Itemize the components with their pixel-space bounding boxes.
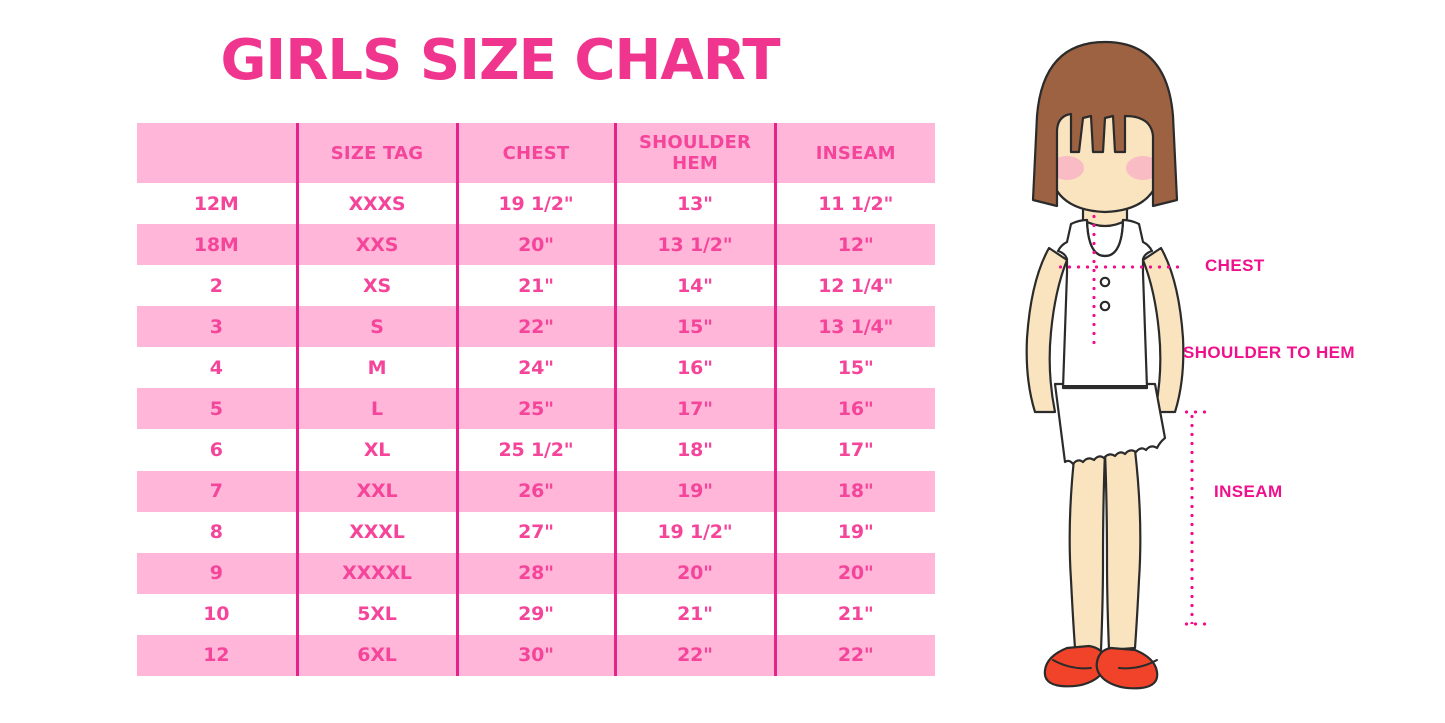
cell-inseam: 20": [837, 562, 874, 585]
table-row: 6 XL 25 1/2" 18" 17": [137, 429, 935, 471]
cell-size-tag: S: [297, 306, 459, 348]
cell-shoulder-hem: 16": [615, 347, 777, 389]
cell-shoulder-hem: 21": [615, 593, 777, 635]
cell-shoulder-hem: 18": [615, 429, 777, 471]
cell-shoulder-hem: 22": [615, 634, 777, 676]
size-chart-table: SIZE TAG CHEST SHOULDER HEM INSEAM 12M X…: [137, 123, 935, 676]
cell-shoulder-hem: 17": [615, 388, 777, 430]
cell-size-tag: 6XL: [297, 634, 459, 676]
table-row: 12M XXXS 19 1/2" 13" 11 1/2": [137, 183, 935, 225]
cell-size: 3: [137, 306, 299, 348]
cell-chest: 26": [457, 470, 617, 512]
chest-measure-line: [1056, 265, 1184, 269]
column-header-size-tag: SIZE TAG: [297, 123, 459, 183]
cell-chest: 22": [457, 306, 617, 348]
cell-inseam: 13 1/4": [818, 315, 894, 338]
table-row: 3 S 22" 15" 13 1/4": [137, 306, 935, 348]
cell-size: 9: [137, 552, 299, 594]
cell-chest: 24": [457, 347, 617, 389]
table-row: 4 M 24" 16" 15": [137, 347, 935, 389]
table-row: 5 L 25" 17" 16": [137, 388, 935, 430]
cell-size-tag: XXS: [297, 224, 459, 266]
inseam-measure-line: [1190, 412, 1194, 624]
cell-chest: 25 1/2": [457, 429, 617, 471]
cell-chest: 28": [457, 552, 617, 594]
cell-size: 7: [137, 470, 299, 512]
cell-size: 12M: [137, 183, 299, 225]
cell-chest: 19 1/2": [457, 183, 617, 225]
size-chart-table-wrapper: SIZE TAG CHEST SHOULDER HEM INSEAM 12M X…: [137, 123, 935, 676]
cell-size: 5: [137, 388, 299, 430]
cell-inseam: 15": [837, 356, 874, 379]
page-title: GIRLS SIZE CHART: [220, 28, 780, 93]
shoulder-to-hem-measure-line: [1092, 212, 1096, 345]
cell-inseam: 22": [837, 644, 874, 667]
table-row: 18M XXS 20" 13 1/2" 12": [137, 224, 935, 266]
cell-size: 6: [137, 429, 299, 471]
table-row: 12 6XL 30" 22" 22": [137, 634, 935, 676]
cell-size-tag: 5XL: [297, 593, 459, 635]
inseam-measure-cap-top: [1182, 410, 1208, 414]
column-header-shoulder-hem: SHOULDER HEM: [615, 123, 777, 183]
cell-inseam: 12": [837, 233, 874, 256]
table-row: 7 XXL 26" 19" 18": [137, 470, 935, 512]
table-row: 9 XXXXL 28" 20" 20": [137, 552, 935, 594]
cell-size-tag: M: [297, 347, 459, 389]
cell-size-tag: XL: [297, 429, 459, 471]
inseam-measure-cap-bottom: [1182, 622, 1208, 626]
cell-size: 2: [137, 265, 299, 307]
cell-chest: 30": [457, 634, 617, 676]
cell-size-tag: XS: [297, 265, 459, 307]
cell-shoulder-hem: 13": [615, 183, 777, 225]
label-inseam: INSEAM: [1214, 482, 1283, 501]
cell-inseam: 12 1/4": [818, 274, 894, 297]
cell-chest: 25": [457, 388, 617, 430]
cell-shoulder-hem: 19 1/2": [615, 511, 777, 553]
cell-inseam: 17": [837, 439, 874, 461]
cell-shoulder-hem: 19": [615, 470, 777, 512]
cell-size: 8: [137, 511, 299, 553]
cell-chest: 27": [457, 511, 617, 553]
cell-chest: 21": [457, 265, 617, 307]
column-header-size: [137, 123, 299, 183]
table-header-row: SIZE TAG CHEST SHOULDER HEM INSEAM: [137, 123, 935, 183]
cell-inseam: 21": [837, 603, 874, 626]
cell-size: 4: [137, 347, 299, 389]
label-shoulder-to-hem: SHOULDER TO HEM: [1183, 343, 1355, 362]
cell-inseam: 16": [837, 397, 874, 420]
cell-size-tag: XXXL: [297, 511, 459, 553]
table-row: 2 XS 21" 14" 12 1/4": [137, 265, 935, 307]
cell-shoulder-hem: 14": [615, 265, 777, 307]
cell-chest: 20": [457, 224, 617, 266]
cell-inseam: 19": [837, 521, 874, 544]
cell-shoulder-hem: 13 1/2": [615, 224, 777, 266]
cell-size: 10: [137, 593, 299, 635]
table-row: 8 XXXL 27" 19 1/2" 19": [137, 511, 935, 553]
cell-chest: 29": [457, 593, 617, 635]
cell-size-tag: XXXXL: [297, 552, 459, 594]
cell-size: 12: [137, 634, 299, 676]
cell-inseam: 18": [837, 480, 874, 503]
column-header-inseam: INSEAM: [815, 142, 896, 164]
label-chest: CHEST: [1205, 256, 1265, 275]
cell-size-tag: L: [297, 388, 459, 430]
cell-size-tag: XXL: [297, 470, 459, 512]
column-header-chest: CHEST: [457, 123, 617, 183]
cell-inseam: 11 1/2": [818, 192, 894, 215]
cell-size-tag: XXXS: [297, 183, 459, 225]
cell-shoulder-hem: 20": [615, 552, 777, 594]
cell-size: 18M: [137, 224, 299, 266]
girl-illustration: [975, 20, 1235, 700]
table-row: 10 5XL 29" 21" 21": [137, 593, 935, 635]
cell-shoulder-hem: 15": [615, 306, 777, 348]
